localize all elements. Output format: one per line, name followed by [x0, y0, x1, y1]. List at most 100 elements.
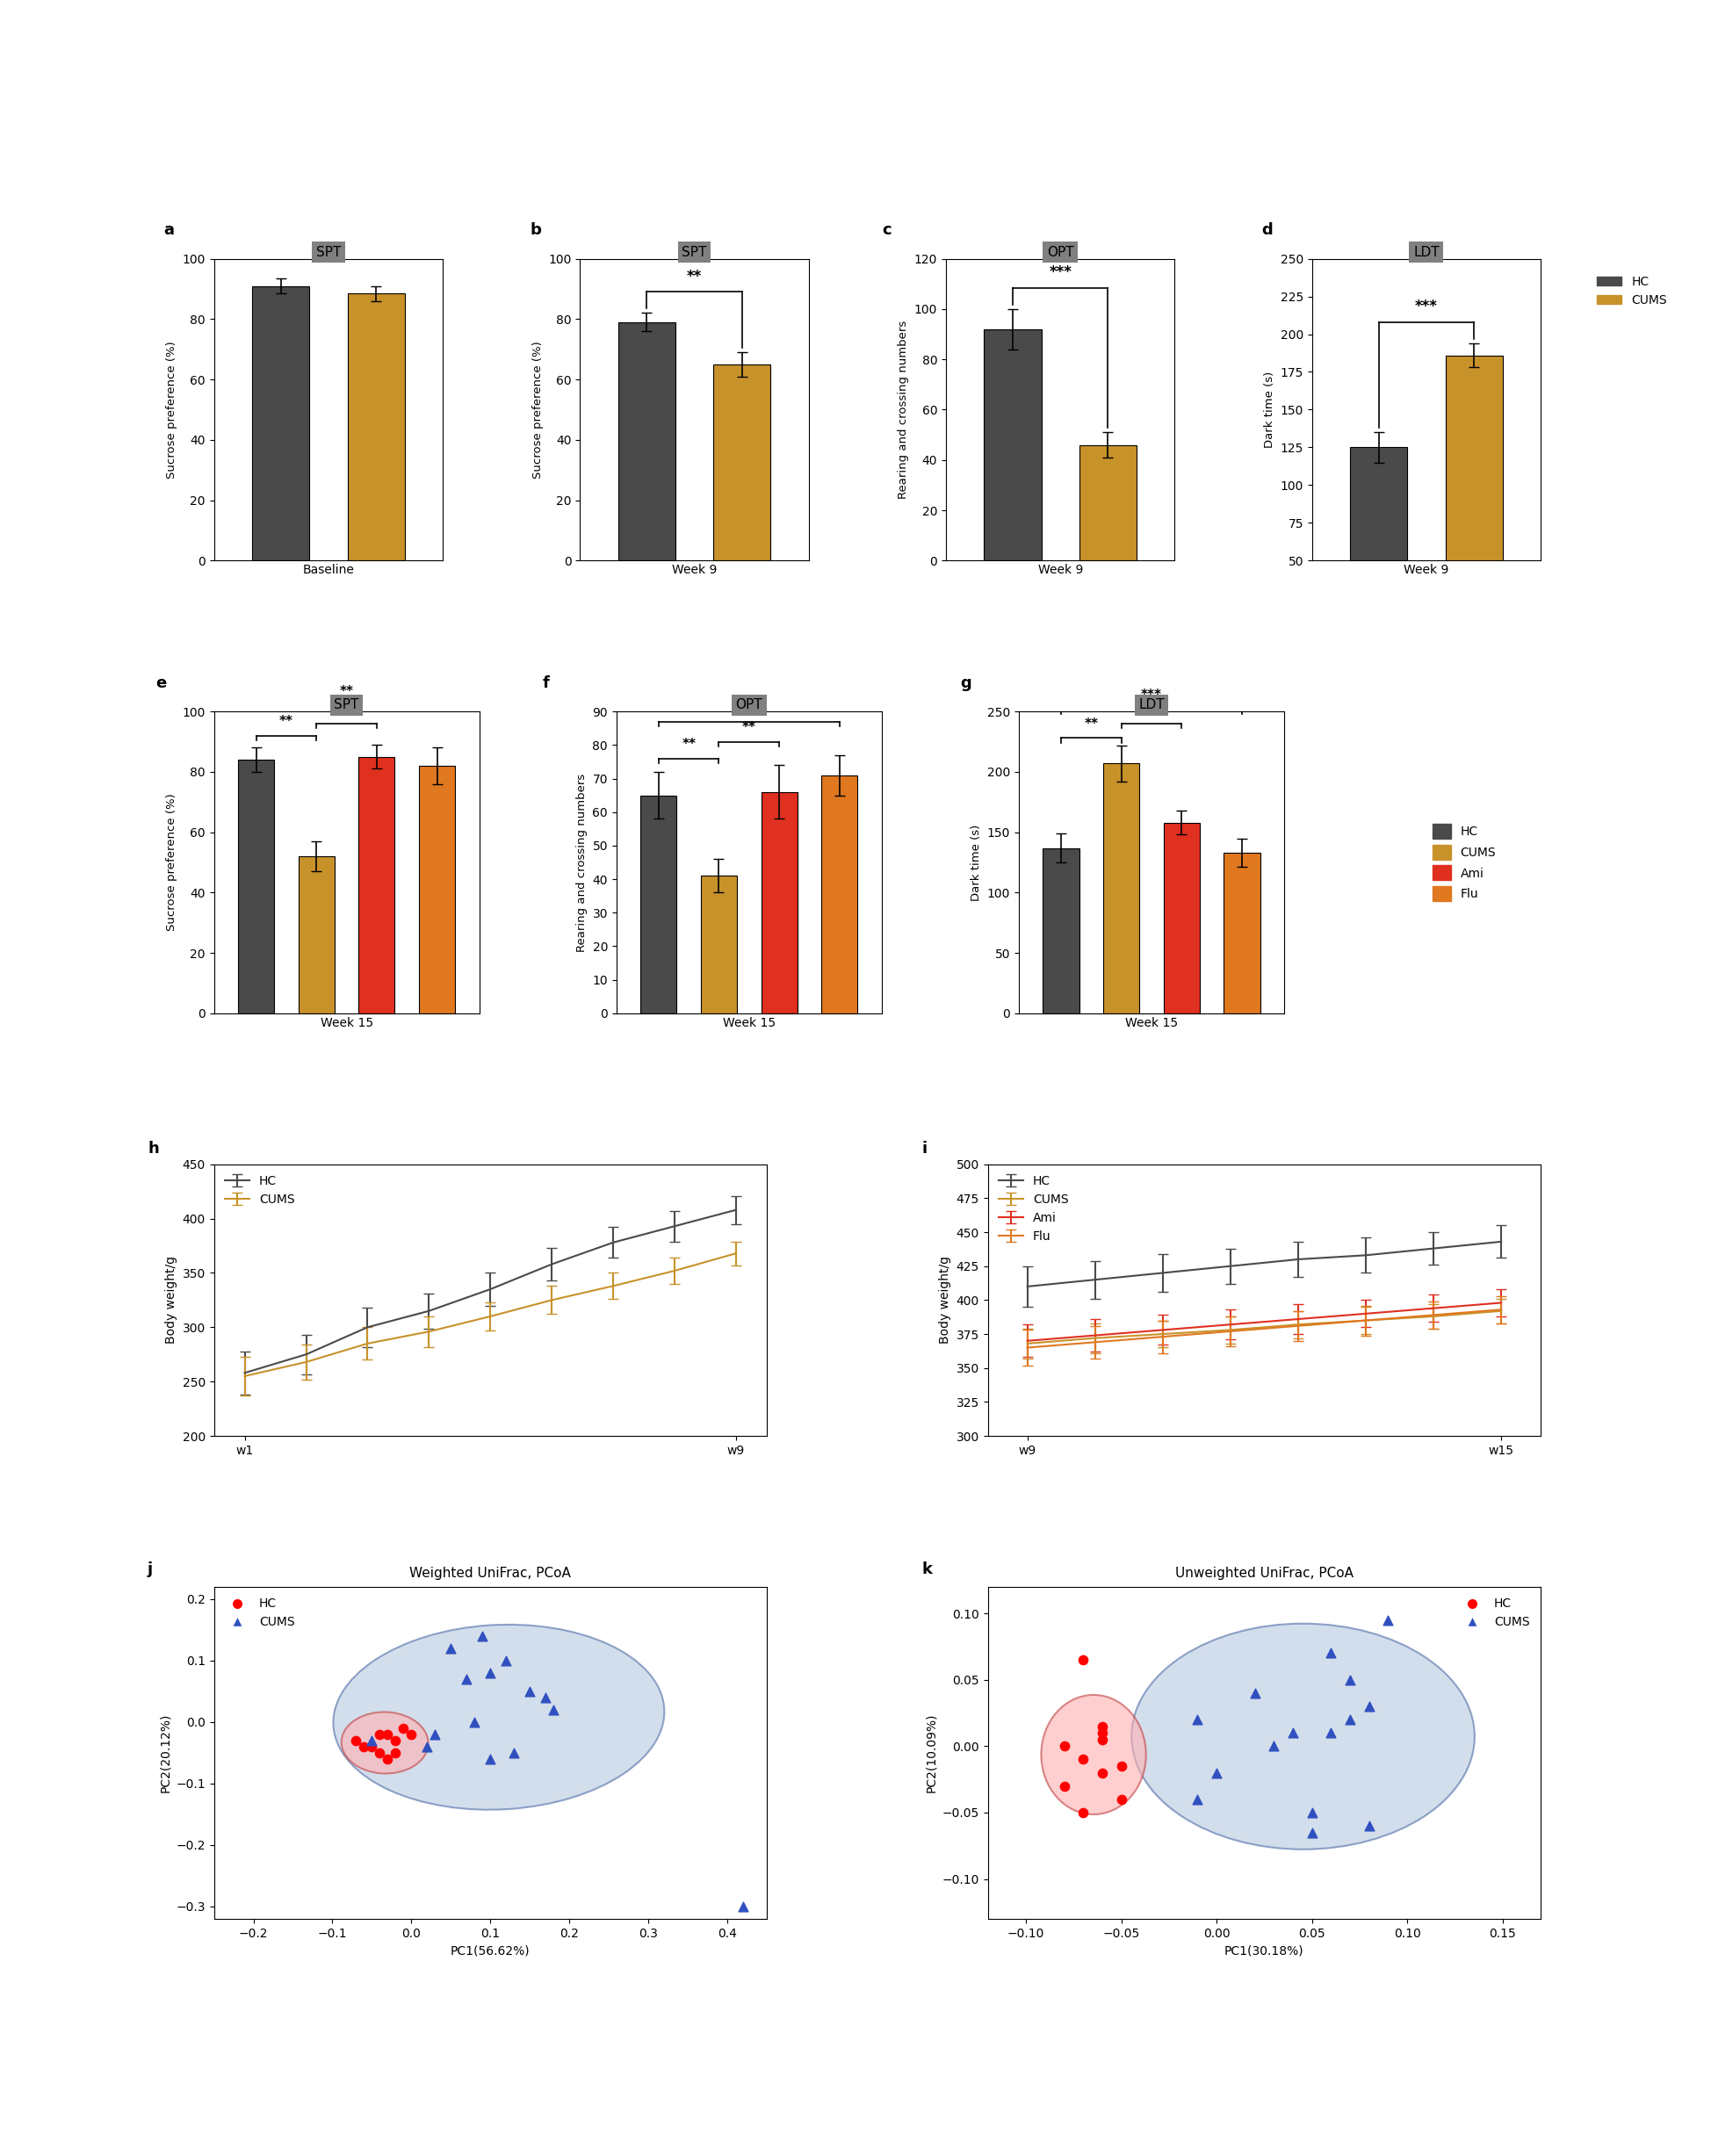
Title: Weighted UniFrac, PCoA: Weighted UniFrac, PCoA — [409, 1567, 571, 1580]
Point — [436, 1632, 464, 1667]
Point — [1088, 1716, 1116, 1751]
Point — [366, 1736, 394, 1770]
Point — [1107, 1749, 1134, 1783]
Text: e: e — [156, 675, 166, 690]
X-axis label: Week 15: Week 15 — [722, 1018, 775, 1028]
Point — [397, 1716, 424, 1751]
X-axis label: Week 9: Week 9 — [1037, 565, 1083, 576]
Y-axis label: Dark time (s): Dark time (s) — [970, 824, 982, 901]
Text: **: ** — [1083, 718, 1098, 731]
Text: c: c — [881, 222, 891, 237]
Point — [729, 1889, 756, 1923]
Y-axis label: Sucrose preference (%): Sucrose preference (%) — [532, 341, 542, 479]
Bar — [1042, 847, 1078, 1013]
Point — [414, 1729, 441, 1764]
Text: ***: *** — [1049, 265, 1071, 280]
Text: j: j — [147, 1561, 152, 1576]
Point — [373, 1716, 400, 1751]
Ellipse shape — [1040, 1695, 1145, 1815]
Point — [453, 1662, 481, 1697]
Point — [390, 1712, 417, 1746]
Point — [517, 1673, 544, 1708]
Point — [366, 1716, 394, 1751]
Bar — [1080, 444, 1136, 561]
Text: **: ** — [339, 686, 354, 699]
Text: **: ** — [1145, 703, 1158, 716]
Point — [421, 1716, 448, 1751]
Point — [1088, 1723, 1116, 1757]
Bar — [1102, 763, 1140, 1013]
Bar — [821, 776, 857, 1013]
Text: f: f — [542, 675, 549, 690]
Point — [1317, 1636, 1345, 1671]
Bar — [252, 287, 310, 561]
Point — [1088, 1755, 1116, 1789]
Text: **: ** — [741, 720, 756, 733]
Bar — [1163, 824, 1199, 1013]
Text: h: h — [147, 1141, 159, 1158]
X-axis label: Week 15: Week 15 — [320, 1018, 373, 1028]
Legend: HC, CUMS, Ami, Flu: HC, CUMS, Ami, Flu — [994, 1171, 1073, 1248]
Point — [382, 1723, 409, 1757]
Bar — [1223, 854, 1259, 1013]
Point — [1051, 1729, 1078, 1764]
Point — [1069, 1796, 1097, 1830]
Point — [1374, 1602, 1401, 1636]
Point — [382, 1736, 409, 1770]
Bar — [984, 330, 1040, 561]
Bar — [700, 875, 737, 1013]
Point — [1069, 1742, 1097, 1777]
Point — [1336, 1662, 1364, 1697]
Point — [1184, 1703, 1211, 1738]
Ellipse shape — [340, 1712, 428, 1774]
Point — [351, 1729, 378, 1764]
Text: ***: *** — [1415, 300, 1437, 315]
Title: SPT: SPT — [317, 246, 340, 259]
Text: i: i — [921, 1141, 926, 1158]
Text: **: ** — [339, 703, 354, 716]
Bar — [238, 759, 274, 1013]
Point — [1355, 1809, 1382, 1843]
Bar — [419, 765, 455, 1013]
Y-axis label: PC2(10.09%): PC2(10.09%) — [924, 1714, 938, 1792]
Bar — [1350, 446, 1406, 636]
Point — [1069, 1643, 1097, 1677]
X-axis label: Week 15: Week 15 — [1124, 1018, 1177, 1028]
Title: OPT: OPT — [736, 699, 761, 711]
Text: k: k — [921, 1561, 931, 1576]
Y-axis label: Sucrose preference (%): Sucrose preference (%) — [166, 341, 178, 479]
Bar — [761, 791, 797, 1013]
Bar — [713, 364, 770, 561]
X-axis label: Week 9: Week 9 — [1403, 565, 1448, 576]
Point — [373, 1742, 400, 1777]
Text: d: d — [1261, 222, 1273, 237]
Point — [1107, 1783, 1134, 1818]
Text: b: b — [529, 222, 541, 237]
Legend: HC, CUMS: HC, CUMS — [221, 1171, 299, 1212]
Point — [532, 1680, 559, 1714]
Point — [1336, 1703, 1364, 1738]
Legend: HC, CUMS: HC, CUMS — [221, 1593, 299, 1634]
Text: g: g — [960, 675, 972, 690]
Bar — [640, 796, 676, 1013]
Title: Unweighted UniFrac, PCoA: Unweighted UniFrac, PCoA — [1174, 1567, 1353, 1580]
Y-axis label: Dark time (s): Dark time (s) — [1263, 371, 1275, 448]
Y-axis label: Body weight/g: Body weight/g — [939, 1257, 951, 1343]
Point — [1240, 1675, 1268, 1710]
Point — [1278, 1716, 1305, 1751]
Point — [469, 1619, 496, 1654]
Point — [493, 1643, 520, 1677]
Point — [476, 1656, 503, 1690]
Point — [1203, 1755, 1230, 1789]
X-axis label: Baseline: Baseline — [303, 565, 354, 576]
Y-axis label: Sucrose preference (%): Sucrose preference (%) — [166, 793, 178, 931]
Y-axis label: Rearing and crossing numbers: Rearing and crossing numbers — [577, 774, 587, 951]
Legend: HC, CUMS: HC, CUMS — [1454, 1593, 1533, 1634]
Title: LDT: LDT — [1413, 246, 1439, 259]
Point — [539, 1692, 566, 1727]
Legend: HC, CUMS: HC, CUMS — [1591, 272, 1672, 310]
Y-axis label: PC2(20.12%): PC2(20.12%) — [159, 1714, 171, 1792]
Title: OPT: OPT — [1047, 246, 1073, 259]
Point — [1051, 1768, 1078, 1802]
Text: ***: *** — [1140, 688, 1162, 701]
